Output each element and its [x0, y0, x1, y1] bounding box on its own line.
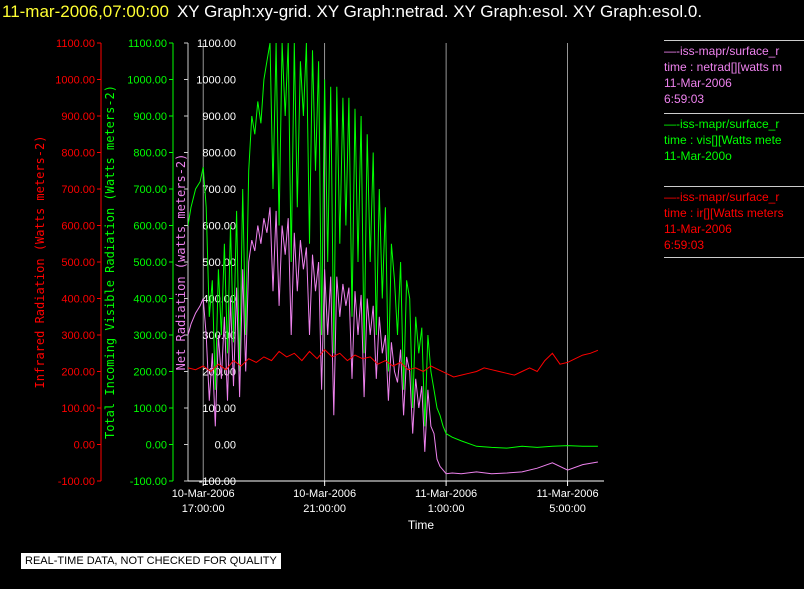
y-tick-label-ir-6: 500.00: [61, 257, 95, 269]
x-tick-label-date-2: 11-Mar-2006: [415, 488, 477, 500]
x-axis-label: Time: [408, 518, 435, 532]
y-tick-label-vis-5: 400.00: [133, 294, 167, 306]
x-tick-label-time-2: 1:00:00: [428, 503, 465, 515]
y-tick-label-net-9: 800.00: [202, 148, 236, 160]
legend-separator-1: [664, 113, 804, 114]
y-tick-label-vis-6: 500.00: [133, 257, 167, 269]
legend-separator-2: [664, 186, 804, 187]
y-tick-label-ir-3: 200.00: [61, 367, 95, 379]
legend-line: 6:59:03: [664, 92, 705, 106]
x-tick-label-date-1: 10-Mar-2006: [293, 488, 356, 500]
y-tick-label-net-7: 600.00: [202, 221, 236, 233]
series-line-ir: [188, 348, 599, 378]
series-line-net: [188, 207, 598, 475]
legend-line: 11-Mar-2006: [664, 222, 732, 236]
y-tick-label-ir-4: 300.00: [61, 330, 95, 342]
y-tick-label-ir-1: 0.00: [74, 440, 95, 452]
y-tick-label-ir-0: -100.00: [58, 476, 95, 488]
chart-header: 11-mar-2006,07:00:00 XY Graph:xy-grid. XY…: [0, 0, 804, 26]
x-tick-label-date-0: 10-Mar-2006: [172, 488, 235, 500]
legend-separator-end: [664, 257, 804, 258]
legend-separator-0: [664, 40, 804, 41]
x-tick-label-time-3: 5:00:00: [549, 503, 586, 515]
legend-line: time : ir[][Watts meters: [664, 206, 784, 220]
y-tick-label-vis-8: 700.00: [133, 184, 167, 196]
y-tick-label-net-11: 1000.00: [196, 75, 236, 87]
y-tick-label-vis-12: 1100.00: [128, 38, 167, 50]
y-tick-label-vis-1: 0.00: [146, 440, 167, 452]
y-tick-label-vis-11: 1000.00: [127, 75, 167, 87]
x-tick-label-time-0: 17:00:00: [182, 503, 225, 515]
y-tick-label-vis-9: 800.00: [133, 148, 167, 160]
y-tick-label-vis-3: 200.00: [133, 367, 167, 379]
x-tick-label-date-3: 11-Mar-2006: [536, 488, 598, 500]
y-tick-label-net-12: 1100.00: [197, 38, 236, 50]
legend-line: time : netrad[][watts m: [664, 60, 783, 74]
y-tick-label-ir-11: 1000.00: [55, 75, 95, 87]
y-axis-label-vis: Total Incoming Visible Radiation (Watts …: [103, 85, 117, 439]
y-tick-label-net-2: 100.00: [202, 403, 236, 415]
y-tick-label-ir-12: 1100.00: [56, 38, 95, 50]
legend-line: 11-Mar-200o: [664, 149, 732, 163]
legend-line: —-iss-mapr/surface_r: [664, 117, 780, 131]
y-tick-label-net-1: 0.00: [215, 440, 236, 452]
y-tick-label-ir-2: 100.00: [61, 403, 95, 415]
y-tick-label-net-8: 700.00: [202, 184, 236, 196]
y-tick-label-ir-10: 900.00: [61, 111, 95, 123]
series-line-vis: [188, 43, 598, 449]
y-tick-label-net-0: -100.00: [199, 476, 236, 488]
legend-line: time : vis[][Watts mete: [664, 133, 782, 147]
y-axis-label-ir: Infrared Radiation (Watts meters-2): [33, 136, 47, 389]
y-tick-label-net-10: 900.00: [202, 111, 236, 123]
y-tick-label-ir-9: 800.00: [61, 148, 95, 160]
y-tick-label-ir-7: 600.00: [61, 221, 95, 233]
y-axis-label-net: Net Radiation (watts meters-2): [174, 154, 188, 371]
y-tick-label-vis-0: -100.00: [130, 476, 167, 488]
qc-notice: REAL-TIME DATA, NOT CHECKED FOR QUALITY: [20, 552, 282, 570]
legend-line: 6:59:03: [664, 238, 705, 252]
header-date: 11-mar-2006,07:00:00: [2, 2, 169, 21]
legend-line: —-iss-mapr/surface_r: [664, 190, 780, 204]
y-tick-label-vis-7: 600.00: [133, 221, 167, 233]
x-tick-label-time-1: 21:00:00: [303, 503, 346, 515]
y-tick-label-vis-4: 300.00: [133, 330, 167, 342]
y-tick-label-vis-2: 100.00: [133, 403, 167, 415]
y-tick-label-ir-5: 400.00: [61, 294, 95, 306]
y-tick-label-net-6: 500.00: [202, 257, 236, 269]
y-tick-label-vis-10: 900.00: [133, 111, 167, 123]
header-graph-titles: XY Graph:xy-grid. XY Graph:netrad. XY Gr…: [176, 2, 703, 21]
legend-line: 11-Mar-2006: [664, 76, 732, 90]
legend-line: —-iss-mapr/surface_r: [664, 44, 780, 58]
y-tick-label-ir-8: 700.00: [61, 184, 95, 196]
